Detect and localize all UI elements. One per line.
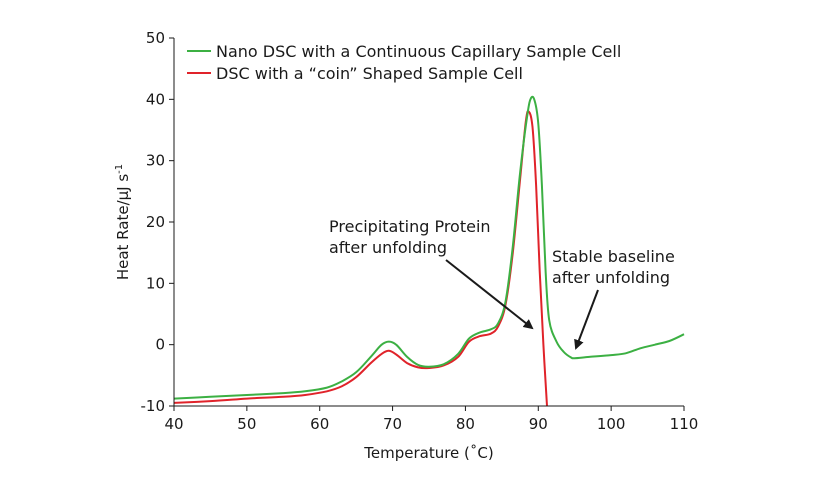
y-tick-label: 50 xyxy=(146,29,165,47)
y-tick-label: -10 xyxy=(141,397,166,415)
annotation-stable-baseline: Stable baseline after unfolding xyxy=(552,247,675,350)
x-axis-label: Temperature (˚C) xyxy=(363,444,493,462)
y-ticks: -10 0 10 20 30 40 50 xyxy=(141,29,174,415)
x-tick-label: 50 xyxy=(237,415,256,433)
annotation-precipitating-line-1: Precipitating Protein xyxy=(329,217,491,236)
annotation-stable-line-1: Stable baseline xyxy=(552,247,675,266)
x-tick-label: 40 xyxy=(164,415,183,433)
annotation-precipitating-line-2: after unfolding xyxy=(329,238,447,257)
y-tick-label: 40 xyxy=(146,90,165,108)
x-tick-label: 110 xyxy=(670,415,699,433)
annotation-stable-line-2: after unfolding xyxy=(552,268,670,287)
x-tick-label: 100 xyxy=(597,415,626,433)
legend-label-nano-dsc: Nano DSC with a Continuous Capillary Sam… xyxy=(216,42,621,61)
y-tick-label: 0 xyxy=(155,336,165,354)
x-tick-label: 60 xyxy=(310,415,329,433)
legend-item-nano-dsc: Nano DSC with a Continuous Capillary Sam… xyxy=(187,42,621,61)
series-line-coin-dsc xyxy=(173,110,548,407)
x-tick-label: 90 xyxy=(529,415,548,433)
legend-label-coin-dsc: DSC with a “coin” Shaped Sample Cell xyxy=(216,64,523,83)
y-tick-label: 20 xyxy=(146,213,165,231)
y-tick-label: 30 xyxy=(146,152,165,170)
x-tick-label: 80 xyxy=(456,415,475,433)
annotation-arrow-stable-baseline xyxy=(574,289,599,350)
x-ticks: 40 50 60 70 80 90 100 110 xyxy=(164,406,698,433)
x-tick-label: 70 xyxy=(383,415,402,433)
legend: Nano DSC with a Continuous Capillary Sam… xyxy=(187,42,621,83)
series-line-nano-dsc xyxy=(173,95,685,400)
y-axis-label: Heat Rate/µJ s-1 xyxy=(114,164,132,280)
y-axis-label-main: Heat Rate/µJ s xyxy=(114,174,132,281)
y-axis-label-exponent: -1 xyxy=(114,164,125,174)
annotation-arrow-precipitating xyxy=(445,259,534,330)
legend-item-coin-dsc: DSC with a “coin” Shaped Sample Cell xyxy=(187,64,523,83)
annotation-precipitating-protein: Precipitating Protein after unfolding xyxy=(329,217,534,330)
y-tick-label: 10 xyxy=(146,274,165,292)
